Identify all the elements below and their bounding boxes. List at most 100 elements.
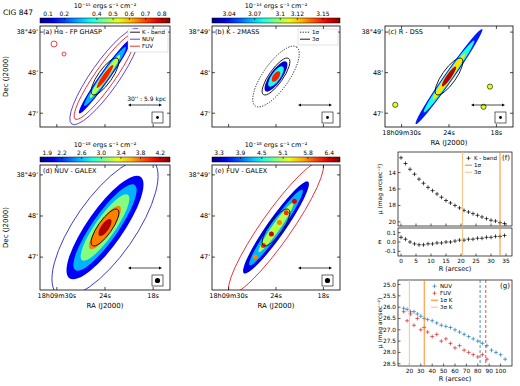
data-point xyxy=(413,172,417,176)
contour xyxy=(258,54,295,98)
panel-title: (b) K - 2MASS xyxy=(215,28,259,36)
emission xyxy=(256,201,297,255)
data-point xyxy=(448,326,452,330)
legend-label: FUV xyxy=(440,290,451,296)
tick-label: 18h09m30s xyxy=(209,292,248,300)
tick-label: 28.5 xyxy=(383,361,396,367)
data-point xyxy=(444,324,448,328)
colorbar-tick-label: 4.5 xyxy=(257,149,267,156)
tick-label: 47' xyxy=(200,253,210,261)
data-point xyxy=(494,350,498,354)
tick xyxy=(276,287,277,290)
data-point xyxy=(448,341,452,345)
tick xyxy=(323,26,324,29)
scale-bar xyxy=(130,268,160,269)
data-point xyxy=(489,348,493,352)
tick-label: 47' xyxy=(28,253,38,261)
colorbar xyxy=(40,18,170,23)
colorbar-tick xyxy=(62,157,63,159)
colorbar-tick xyxy=(254,18,255,20)
tick xyxy=(431,224,432,227)
scale-bar-head xyxy=(298,103,332,106)
axis-label: R (arcsec) xyxy=(439,375,472,383)
annotation: CIG 847 xyxy=(3,8,33,17)
tick-label: 38°49' xyxy=(188,171,210,179)
tick-label: 100 xyxy=(495,368,506,374)
tick xyxy=(510,32,513,33)
colorbar-label: 10⁻¹⁸ ergs s⁻¹ cm⁻² xyxy=(74,141,137,149)
limit-line xyxy=(480,280,481,366)
tick-label: 50 xyxy=(440,368,448,374)
tick xyxy=(477,364,478,367)
tick-label: 60 xyxy=(451,368,459,374)
contour xyxy=(258,205,295,249)
image-layer xyxy=(245,40,308,114)
legend-label: 1σ xyxy=(312,29,319,35)
data-point xyxy=(458,206,462,210)
tick xyxy=(228,124,229,127)
contour xyxy=(62,52,66,56)
legend-swatch xyxy=(300,39,310,40)
emission xyxy=(440,65,458,87)
tick xyxy=(431,254,432,257)
scale-bar-head xyxy=(128,266,162,269)
beam-box xyxy=(152,275,163,286)
beam-box xyxy=(152,112,163,123)
tick xyxy=(212,113,215,114)
legend-label: 3σ K xyxy=(440,304,453,310)
tick-label: 48' xyxy=(200,212,210,220)
panel-frame xyxy=(212,165,340,290)
data-point xyxy=(412,310,416,314)
tick-label: 20 xyxy=(389,219,397,225)
data-point xyxy=(462,332,466,336)
legend-label: NUV xyxy=(440,283,452,289)
tick xyxy=(398,307,401,308)
tick xyxy=(153,287,154,290)
legend-swatch xyxy=(431,307,438,308)
colorbar-tick-label: 3.04 xyxy=(222,10,236,17)
tick xyxy=(167,72,170,73)
tick-label: 70 xyxy=(463,368,471,374)
data-point xyxy=(399,235,403,239)
legend-swatch xyxy=(433,291,437,295)
tick-label: 80 xyxy=(474,368,482,374)
tick xyxy=(228,287,229,290)
data-point xyxy=(415,312,419,316)
emission xyxy=(245,186,308,268)
data-layer xyxy=(399,152,507,226)
threshold-line xyxy=(500,152,501,226)
colorbar-tick-label: 3.9 xyxy=(236,149,246,156)
tick-label: 24s xyxy=(99,292,111,300)
colorbar-tick-label: 1.9 xyxy=(43,149,53,156)
data-point xyxy=(435,241,439,245)
tick xyxy=(105,26,106,29)
colorbar-tick xyxy=(145,18,146,20)
colorbar-tick-label: 0.6 xyxy=(125,10,135,17)
beam-box xyxy=(495,112,506,123)
panel-frame xyxy=(40,165,170,290)
data-point xyxy=(458,330,462,334)
tick xyxy=(167,174,170,175)
image-layer xyxy=(393,26,493,126)
colorbar-tick-label: 3.07 xyxy=(248,10,262,17)
tick xyxy=(323,287,324,290)
tick-label: 15 xyxy=(442,258,450,264)
colorbar-tick xyxy=(160,157,161,159)
legend-box xyxy=(128,29,168,52)
emission xyxy=(421,38,477,114)
data-point xyxy=(471,237,475,241)
tick xyxy=(398,284,401,285)
colorbar-tick-label: 4.2 xyxy=(155,149,165,156)
data-point xyxy=(440,195,444,199)
data-point xyxy=(449,201,453,205)
legend-swatch xyxy=(465,172,472,173)
tick xyxy=(56,287,57,290)
tick-label: 5 xyxy=(414,258,418,264)
data-point xyxy=(402,310,406,314)
tick xyxy=(461,224,462,227)
emission xyxy=(430,52,467,101)
tick xyxy=(443,364,444,367)
colorbar-tick xyxy=(308,157,309,159)
tick xyxy=(401,124,402,127)
tick-label: 90 xyxy=(486,368,494,374)
